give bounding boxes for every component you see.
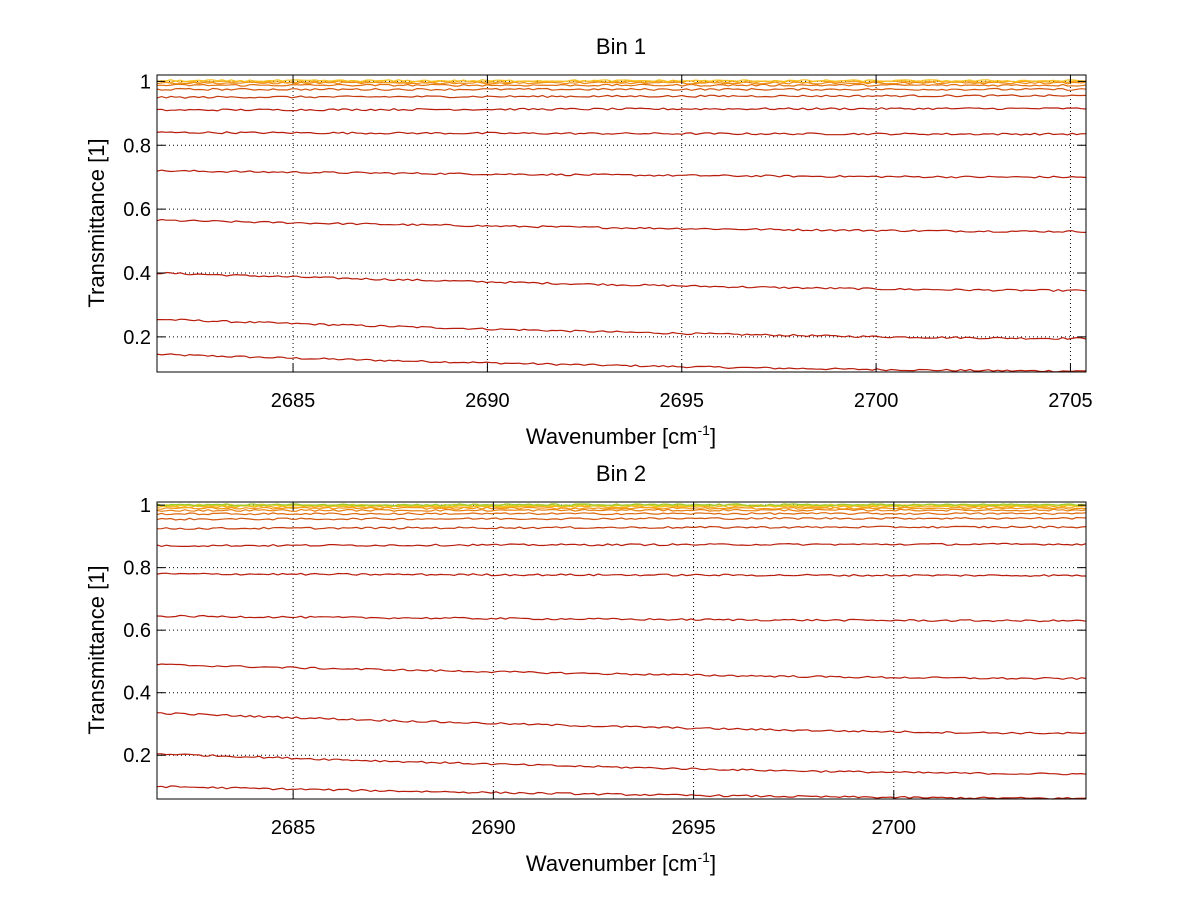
y-tick-label: 0.6	[123, 199, 151, 221]
panel-2-title: Bin 2	[596, 461, 646, 486]
panel-2-ylabel: Transmittance [1]	[84, 565, 109, 734]
x-tick-label: 2700	[872, 817, 917, 839]
y-tick-label: 0.6	[123, 620, 151, 642]
y-tick-label: 0.8	[123, 558, 151, 580]
y-tick-label: 0.2	[123, 745, 151, 767]
series-line	[156, 525, 1087, 530]
series-line	[156, 271, 1087, 293]
series-line	[156, 505, 1087, 509]
series-line	[156, 512, 1087, 516]
x-tick-label: 2705	[1048, 390, 1093, 412]
series-line	[157, 318, 1087, 340]
panel-1-ylabel: Transmittance [1]	[84, 138, 109, 307]
series-line	[156, 131, 1087, 136]
panel-1-series	[156, 79, 1087, 373]
panel-bin-2: Bin 2 2685 2690 2695 2700 0.2 0.4 0.6 0.8 1 Wave…	[84, 461, 1087, 876]
panel-1-ticks: 2685 2690 2695 2700 2705 0.2 0.4 0.6 0.8 1	[123, 71, 1093, 412]
x-tick-label: 2695	[671, 817, 716, 839]
y-tick-label: 1	[140, 71, 151, 93]
series-line	[157, 753, 1087, 776]
x-tick-label: 2700	[854, 390, 899, 412]
series-line	[156, 218, 1087, 233]
series-line	[156, 572, 1086, 578]
series-line	[156, 83, 1087, 87]
series-line	[156, 506, 1087, 510]
series-line	[156, 107, 1087, 112]
series-line	[156, 712, 1087, 735]
series-line	[156, 663, 1087, 681]
series-line	[156, 542, 1087, 548]
series-line	[156, 94, 1087, 99]
panel-2-series	[156, 503, 1087, 800]
x-tick-label: 2690	[465, 390, 510, 412]
panel-2-axes-box	[156, 501, 1087, 800]
panel-1-xlabel: Wavenumber [cm-1]	[526, 422, 716, 449]
x-tick-label: 2690	[471, 817, 516, 839]
x-tick-label: 2685	[271, 817, 316, 839]
y-tick-label: 1	[140, 495, 151, 517]
panel-2-xlabel: Wavenumber [cm-1]	[526, 849, 716, 876]
series-line	[156, 80, 1087, 84]
panel-1-title: Bin 1	[596, 34, 646, 59]
y-tick-label: 0.4	[123, 683, 151, 705]
series-line	[156, 79, 1087, 83]
series-line	[156, 353, 1087, 373]
x-tick-label: 2695	[659, 390, 704, 412]
series-line	[156, 169, 1087, 179]
series-line	[156, 508, 1087, 512]
panel-2-ticks: 2685 2690 2695 2700 0.2 0.4 0.6 0.8 1	[123, 495, 1086, 839]
series-line	[156, 503, 1087, 507]
series-line	[156, 87, 1087, 91]
y-tick-label: 0.8	[123, 135, 151, 157]
series-line	[156, 614, 1087, 623]
y-tick-label: 0.2	[123, 327, 151, 349]
panel-bin-1: Bin 1 2685 2690 2695 2700 27050.20.40.60.81 …	[84, 34, 1093, 449]
series-line	[156, 785, 1086, 800]
x-tick-label: 2685	[271, 390, 316, 412]
series-line	[156, 516, 1087, 521]
y-tick-label: 0.4	[123, 263, 151, 285]
panel-1-axes-box	[156, 74, 1087, 373]
